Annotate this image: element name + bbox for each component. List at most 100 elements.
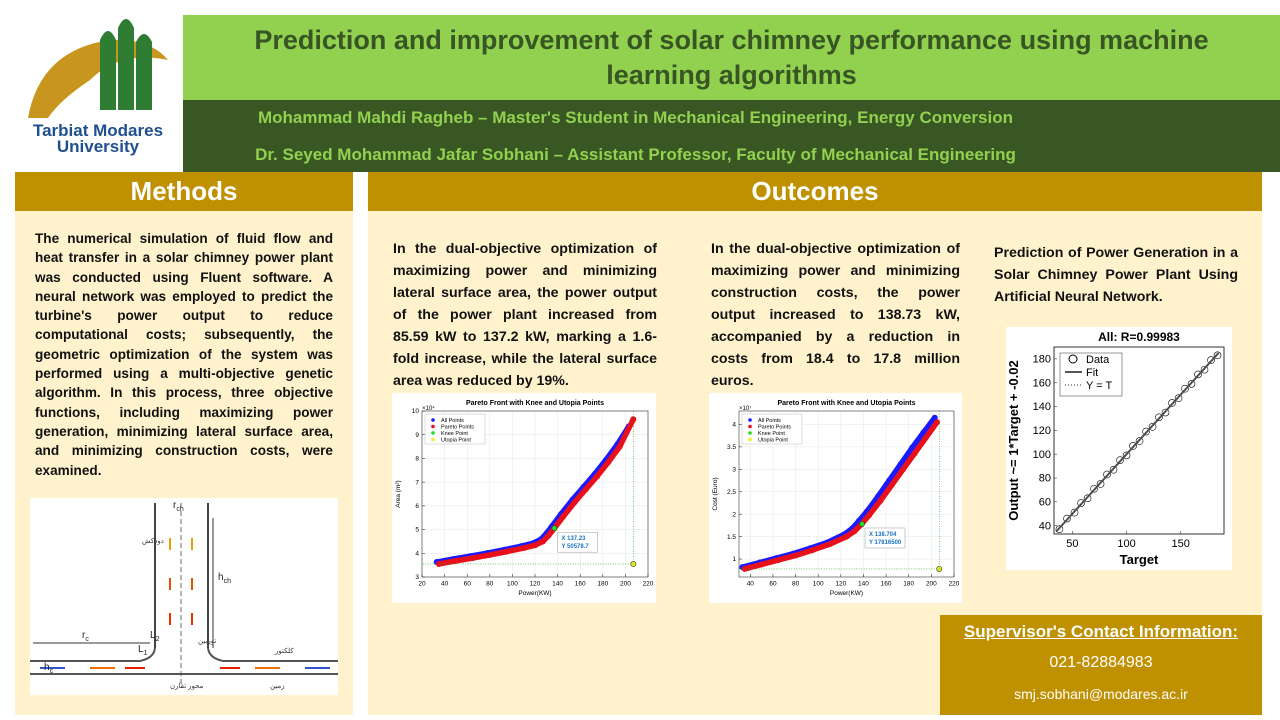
title: Prediction and improvement of solar chim…	[254, 24, 1209, 90]
legend-label: Knee Point	[758, 431, 785, 437]
y-axis-label: Output ~= 1*Target + -0.02	[1006, 360, 1021, 521]
label-main: h	[218, 572, 224, 583]
point-band	[898, 445, 915, 467]
legend-box	[1059, 352, 1123, 397]
annotation: Y 50578.7	[561, 544, 589, 550]
guide-line	[739, 411, 940, 570]
point-band	[920, 414, 938, 436]
x-tick-label: 150	[1172, 538, 1190, 550]
x-tick-label: 40	[441, 581, 449, 588]
label-sub: 2	[156, 636, 160, 643]
diagram-label: توربین	[198, 638, 216, 645]
chart: Pareto Front with Knee and Utopia Points…	[709, 393, 962, 603]
legend-key	[748, 431, 752, 435]
point	[1090, 484, 1098, 493]
x-axis-label: Power(KW)	[518, 590, 551, 597]
x-tick-label: 40	[747, 581, 755, 588]
x-tick-label: 200	[620, 581, 631, 588]
diagram-label: rch	[173, 500, 184, 513]
y-exponent: ×10⁷	[739, 405, 751, 412]
y-tick-label: 120	[1033, 425, 1051, 437]
outcome-text: In the dual-objective optimization of ma…	[393, 241, 657, 389]
point	[1155, 413, 1163, 422]
point	[1213, 351, 1222, 360]
annotation-box	[557, 531, 598, 553]
legend-key	[431, 431, 435, 435]
legend-label: Utopia Point	[441, 438, 471, 444]
point	[1103, 470, 1111, 479]
point	[1181, 384, 1189, 393]
y-tick-label: 180	[1033, 354, 1051, 366]
point-band	[900, 450, 918, 473]
x-tick-label: 120	[530, 581, 541, 588]
diagram-label: L2	[150, 630, 160, 643]
point	[1096, 480, 1105, 488]
point-band	[617, 416, 637, 450]
point-band	[560, 499, 578, 520]
y-tick-label: 2	[732, 511, 736, 518]
contact-phone: 021-82884983	[1049, 654, 1153, 671]
y-exponent: ×10⁴	[422, 405, 435, 412]
point	[931, 414, 938, 421]
point	[1109, 465, 1118, 474]
point	[1200, 365, 1209, 374]
point	[1070, 508, 1079, 517]
logo-text: Tarbiat Modares	[33, 121, 163, 140]
chart: Pareto Front with Knee and Utopia Points…	[392, 393, 656, 603]
diagram-label: محور تقارن	[170, 682, 204, 690]
logo-text: University	[57, 137, 140, 156]
legend-label: All Points	[441, 418, 464, 424]
point	[1187, 380, 1196, 388]
legend-label: Knee Point	[441, 431, 468, 437]
point-band	[605, 443, 623, 465]
point	[1161, 408, 1170, 417]
legend-label: Utopia Point	[758, 438, 788, 444]
plot-area	[738, 410, 955, 578]
diagram-label: زمین	[270, 683, 285, 690]
diagram-label: کلکتور	[274, 647, 294, 655]
y-tick-label: 10	[412, 408, 420, 415]
outcome-text: Prediction of Power Generation in a Sola…	[994, 245, 1238, 305]
point-band	[603, 441, 621, 463]
x-tick-label: 100	[813, 581, 824, 588]
point	[1168, 399, 1176, 407]
legend-label: Y = T	[1086, 380, 1112, 392]
chart: All: R=0.99983 50 100 150 40 60 80 100 120 140 160…	[1006, 327, 1232, 570]
x-tick-label: 120	[835, 581, 846, 588]
x-tick-label: 160	[881, 581, 892, 588]
annotation: Y 17816500	[869, 540, 902, 546]
label-sub: c	[50, 668, 54, 675]
point	[1129, 442, 1137, 450]
label-main: L	[150, 630, 156, 641]
contact-heading: Supervisor's Contact Information:	[963, 622, 1239, 641]
section-heading: Outcomes	[368, 172, 1262, 211]
logo-arc	[28, 39, 168, 119]
annotation-box	[864, 527, 906, 549]
diagram-label: hc	[44, 662, 54, 675]
chart-title: Pareto Front with Knee and Utopia Points	[777, 400, 915, 407]
point-band	[826, 533, 850, 547]
chart-title: All: R=0.99983	[1098, 330, 1180, 344]
y-tick-label: 60	[1039, 497, 1051, 509]
diagram-label: hch	[218, 572, 231, 585]
point	[1135, 437, 1144, 445]
author-bar: Mohammad Mahdi Ragheb – Master's Student…	[183, 100, 1280, 172]
x-tick-label: 180	[903, 581, 914, 588]
plot-area	[1053, 346, 1225, 535]
legend-key	[431, 418, 435, 422]
point-band	[877, 482, 895, 504]
point	[1063, 514, 1071, 523]
point	[1207, 356, 1215, 364]
point-band	[911, 435, 929, 457]
outcome-text: In the dual-objective optimization of ma…	[711, 241, 960, 389]
diagram-label: rc	[82, 630, 89, 643]
legend-key	[748, 418, 752, 422]
point-band	[592, 456, 609, 477]
y-tick-label: 8	[415, 456, 419, 463]
title-bar: Prediction and improvement of solar chim…	[183, 15, 1280, 100]
y-tick-label: 3.5	[727, 444, 736, 451]
point	[1194, 370, 1202, 379]
methods-text: The numerical simulation of fluid flow a…	[35, 231, 333, 478]
legend-key	[431, 437, 435, 442]
label-sub: ch	[224, 578, 232, 585]
